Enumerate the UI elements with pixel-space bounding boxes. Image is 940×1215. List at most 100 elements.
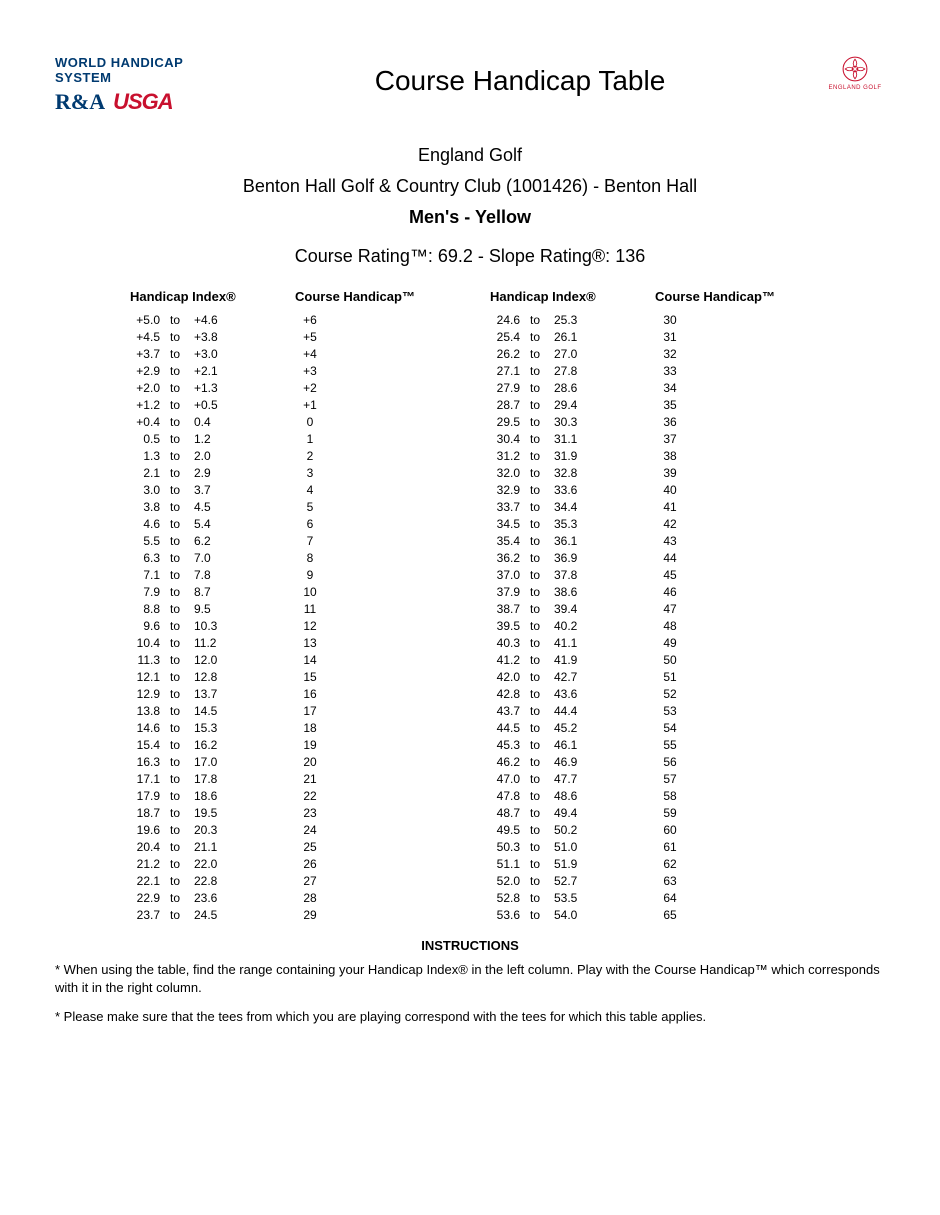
page: WORLD HANDICAP SYSTEM R&A USGA Course Ha… bbox=[0, 0, 940, 1026]
index-to: 49.4 bbox=[550, 805, 600, 822]
index-from: 44.5 bbox=[470, 720, 520, 737]
index-to-label: to bbox=[160, 822, 190, 839]
index-to-label: to bbox=[160, 431, 190, 448]
index-from: 31.2 bbox=[470, 448, 520, 465]
course-handicap-value: 49 bbox=[600, 635, 740, 652]
index-from: 17.1 bbox=[110, 771, 160, 788]
index-to-label: to bbox=[520, 601, 550, 618]
index-to-label: to bbox=[160, 346, 190, 363]
course-handicap-value: 9 bbox=[240, 567, 380, 584]
table-row: 50.3to51.061 bbox=[470, 839, 830, 856]
index-from: 47.8 bbox=[470, 788, 520, 805]
index-to-label: to bbox=[160, 414, 190, 431]
index-to: 12.8 bbox=[190, 669, 240, 686]
index-from: 36.2 bbox=[470, 550, 520, 567]
course-handicap-value: 6 bbox=[240, 516, 380, 533]
index-to: 47.7 bbox=[550, 771, 600, 788]
table-row: 5.5to6.27 bbox=[110, 533, 470, 550]
table-row: 45.3to46.155 bbox=[470, 737, 830, 754]
table-row: 34.5to35.342 bbox=[470, 516, 830, 533]
course-handicap-value: +3 bbox=[240, 363, 380, 380]
index-to: 7.0 bbox=[190, 550, 240, 567]
index-to-label: to bbox=[160, 499, 190, 516]
course-handicap-value: 43 bbox=[600, 533, 740, 550]
index-to: 21.1 bbox=[190, 839, 240, 856]
index-from: 3.0 bbox=[110, 482, 160, 499]
index-to-label: to bbox=[520, 414, 550, 431]
table-row: 3.0to3.74 bbox=[110, 482, 470, 499]
index-to-label: to bbox=[520, 907, 550, 924]
course-handicap-value: 59 bbox=[600, 805, 740, 822]
index-to: 52.7 bbox=[550, 873, 600, 890]
index-from: 25.4 bbox=[470, 329, 520, 346]
index-from: +2.9 bbox=[110, 363, 160, 380]
index-from: 3.8 bbox=[110, 499, 160, 516]
index-to: 27.0 bbox=[550, 346, 600, 363]
index-from: +0.4 bbox=[110, 414, 160, 431]
table-row: 48.7to49.459 bbox=[470, 805, 830, 822]
table-row: 42.8to43.652 bbox=[470, 686, 830, 703]
table-row: 24.6to25.330 bbox=[470, 312, 830, 329]
index-to-label: to bbox=[520, 856, 550, 873]
course-handicap-value: 1 bbox=[240, 431, 380, 448]
index-to-label: to bbox=[520, 737, 550, 754]
index-to-label: to bbox=[520, 499, 550, 516]
index-to-label: to bbox=[520, 312, 550, 329]
course-handicap-value: 42 bbox=[600, 516, 740, 533]
table-row: 38.7to39.447 bbox=[470, 601, 830, 618]
index-to: 11.2 bbox=[190, 635, 240, 652]
england-golf-label: ENGLAND GOLF bbox=[825, 85, 885, 91]
table-row: 12.1to12.815 bbox=[110, 669, 470, 686]
index-to: +1.3 bbox=[190, 380, 240, 397]
course-handicap-value: 37 bbox=[600, 431, 740, 448]
ra-logo: R&A bbox=[55, 89, 105, 115]
index-from: 11.3 bbox=[110, 652, 160, 669]
table-row: 28.7to29.435 bbox=[470, 397, 830, 414]
index-to-label: to bbox=[520, 771, 550, 788]
index-to: 46.1 bbox=[550, 737, 600, 754]
index-from: 16.3 bbox=[110, 754, 160, 771]
index-from: 10.4 bbox=[110, 635, 160, 652]
index-to-label: to bbox=[520, 482, 550, 499]
index-to: 1.2 bbox=[190, 431, 240, 448]
org-name: England Golf bbox=[55, 145, 885, 166]
course-handicap-value: 17 bbox=[240, 703, 380, 720]
index-from: 43.7 bbox=[470, 703, 520, 720]
course-handicap-value: 55 bbox=[600, 737, 740, 754]
course-handicap-value: 50 bbox=[600, 652, 740, 669]
index-to-label: to bbox=[160, 703, 190, 720]
table-row: 41.2to41.950 bbox=[470, 652, 830, 669]
index-to: 17.0 bbox=[190, 754, 240, 771]
whs-label: WORLD HANDICAP SYSTEM bbox=[55, 55, 215, 85]
index-to: 2.9 bbox=[190, 465, 240, 482]
course-handicap-value: 33 bbox=[600, 363, 740, 380]
index-to-label: to bbox=[520, 465, 550, 482]
index-from: 1.3 bbox=[110, 448, 160, 465]
course-handicap-value: 60 bbox=[600, 822, 740, 839]
index-to: 38.6 bbox=[550, 584, 600, 601]
header-row: WORLD HANDICAP SYSTEM R&A USGA Course Ha… bbox=[55, 55, 885, 115]
table-row: 17.9to18.622 bbox=[110, 788, 470, 805]
index-from: 4.6 bbox=[110, 516, 160, 533]
index-to: 54.0 bbox=[550, 907, 600, 924]
index-to: 42.7 bbox=[550, 669, 600, 686]
index-to: 9.5 bbox=[190, 601, 240, 618]
col-header-index: Handicap Index® bbox=[470, 289, 640, 304]
index-to: 10.3 bbox=[190, 618, 240, 635]
index-from: 27.1 bbox=[470, 363, 520, 380]
index-from: 14.6 bbox=[110, 720, 160, 737]
course-handicap-value: 35 bbox=[600, 397, 740, 414]
index-to-label: to bbox=[160, 465, 190, 482]
table-row: +2.9to+2.1+3 bbox=[110, 363, 470, 380]
course-handicap-value: 14 bbox=[240, 652, 380, 669]
index-to-label: to bbox=[160, 601, 190, 618]
table-row: 42.0to42.751 bbox=[470, 669, 830, 686]
index-to: +3.8 bbox=[190, 329, 240, 346]
index-to: 27.8 bbox=[550, 363, 600, 380]
index-to: 6.2 bbox=[190, 533, 240, 550]
index-to-label: to bbox=[160, 516, 190, 533]
table-row: 31.2to31.938 bbox=[470, 448, 830, 465]
course-handicap-value: +1 bbox=[240, 397, 380, 414]
index-to: 3.7 bbox=[190, 482, 240, 499]
table-row: 46.2to46.956 bbox=[470, 754, 830, 771]
